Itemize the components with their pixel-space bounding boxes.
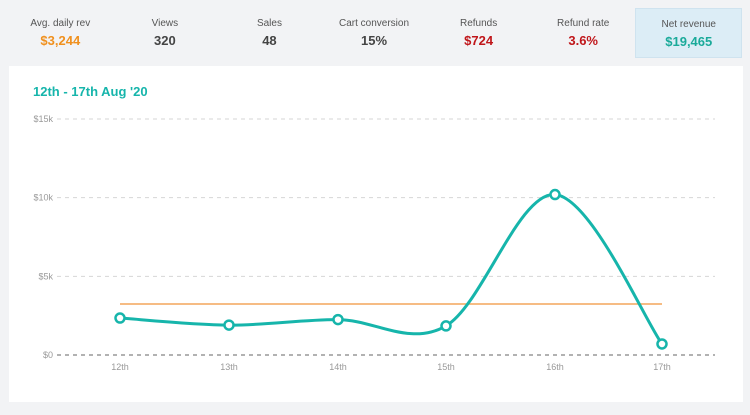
x-tick-label: 17th <box>653 362 671 372</box>
stat-value: $3,244 <box>40 33 81 48</box>
data-point <box>549 188 561 201</box>
stat-value: $19,465 <box>665 34 713 49</box>
x-tick-label: 12th <box>111 362 129 372</box>
stat-net-revenue[interactable]: Net revenue $19,465 <box>635 8 743 58</box>
stat-value: 320 <box>154 33 176 48</box>
x-tick-label: 15th <box>437 362 455 372</box>
x-tick-label: 14th <box>329 362 347 372</box>
stat-label: Sales <box>256 18 282 29</box>
stat-label: Refunds <box>459 18 498 29</box>
data-point <box>332 313 344 326</box>
revenue-series-line <box>119 193 664 345</box>
data-point <box>114 312 126 324</box>
stat-refund-rate[interactable]: Refund rate 3.6% <box>531 8 636 58</box>
data-point <box>223 319 235 331</box>
stat-cart-conversion[interactable]: Cart conversion 15% <box>322 8 427 58</box>
stat-value: 3.6% <box>568 33 598 48</box>
x-tick-label: 13th <box>220 362 238 372</box>
stats-bar: Avg. daily rev $3,244 Views 320 Sales 48 Cart … <box>8 8 743 58</box>
y-tick-label: $10k <box>33 193 53 203</box>
revenue-chart: $0 $5k $10k $15k 12th 13th 14th 15th 16th 17th <box>33 114 715 372</box>
data-point <box>656 338 668 350</box>
stat-refunds[interactable]: Refunds $724 <box>426 8 531 58</box>
stat-value: $724 <box>464 33 494 48</box>
chart-card: 12th - 17th Aug '20 $0 $5k $10k $15k 12th 13t… <box>9 66 743 402</box>
stat-avg-daily-rev[interactable]: Avg. daily rev $3,244 <box>8 8 113 58</box>
stat-label: Avg. daily rev <box>30 18 91 29</box>
stat-value: 15% <box>361 33 388 48</box>
y-tick-label: $5k <box>38 271 53 281</box>
stat-label: Cart conversion <box>339 18 410 29</box>
y-tick-label: $0 <box>43 350 53 360</box>
y-tick-label: $15k <box>33 114 53 124</box>
stat-sales[interactable]: Sales 48 <box>217 8 322 58</box>
chart-date-range: 12th - 17th Aug '20 <box>33 84 148 99</box>
stat-views[interactable]: Views 320 <box>113 8 218 58</box>
stat-label: Net revenue <box>661 19 716 30</box>
stat-value: 48 <box>262 33 277 48</box>
stat-label: Refund rate <box>557 18 610 29</box>
x-tick-label: 16th <box>546 362 564 372</box>
data-point <box>440 320 452 332</box>
stat-label: Views <box>151 18 179 29</box>
